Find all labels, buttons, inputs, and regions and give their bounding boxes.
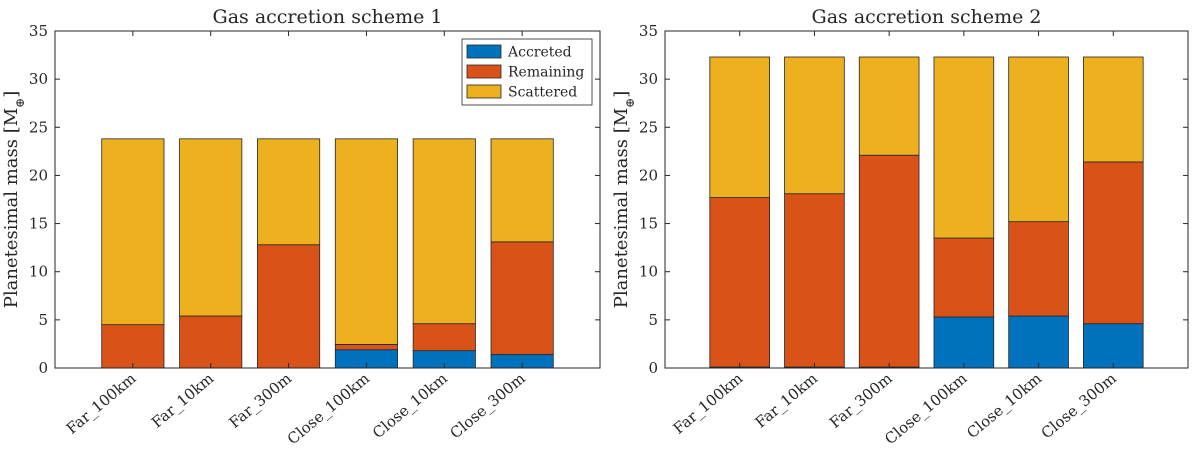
bar-remaining-close-10km [412, 323, 476, 352]
x-tick-label: Close_100km [881, 369, 970, 448]
legend-swatch-accreted [466, 44, 502, 59]
y-tick-label: 35 [639, 22, 658, 40]
y-tick-label: 20 [639, 166, 658, 184]
x-tick-label: Far_10km [752, 369, 821, 431]
y-tick-label: 25 [639, 118, 658, 136]
y-tick-label: 15 [639, 215, 658, 233]
y-tick-label: 5 [38, 311, 48, 329]
y-tick-label: 10 [639, 263, 658, 281]
x-tick-label: Close_100km [284, 369, 373, 448]
x-tick-label: Close_10km [963, 369, 1045, 442]
legend-swatch-remaining [466, 64, 502, 79]
x-tick-label: Far_300m [826, 369, 896, 432]
bar-remaining-close-300m [1083, 161, 1144, 325]
x-tick-label: Close_300m [446, 369, 528, 442]
bar-scattered-far-300m [858, 56, 920, 156]
bar-scattered-close-100km [933, 56, 995, 239]
x-tick-label: Far_10km [148, 369, 217, 431]
x-tick-label: Far_300m [225, 369, 295, 432]
bar-accreted-close-10km [1008, 315, 1069, 369]
bar-accreted-close-300m [1083, 323, 1144, 369]
bar-remaining-far-300m [858, 154, 920, 368]
y-tick-label: 35 [29, 22, 48, 40]
x-tick-label: Close_10km [369, 369, 451, 442]
chart-title: Gas accretion scheme 2 [812, 6, 1042, 28]
legend-label-remaining: Remaining [508, 65, 584, 81]
x-tick-label: Close_300m [1038, 369, 1120, 442]
y-tick-label: 5 [648, 311, 658, 329]
y-tick-label: 30 [639, 70, 658, 88]
bar-remaining-far-300m [257, 244, 321, 369]
y-tick-label: 15 [29, 215, 48, 233]
bar-scattered-far-10km [179, 138, 243, 317]
bar-scattered-far-100km [101, 138, 165, 326]
bar-remaining-close-10km [1008, 221, 1069, 317]
chart-title: Gas accretion scheme 1 [213, 6, 443, 28]
axes-box [54, 30, 601, 369]
bar-scattered-far-100km [709, 56, 771, 198]
legend-label-scattered: Scattered [508, 85, 577, 101]
axes-box [664, 30, 1189, 369]
bar-remaining-close-100km [933, 237, 995, 318]
bar-remaining-close-100km [334, 344, 398, 351]
x-tick-label: Far_100km [670, 369, 747, 437]
bar-scattered-close-300m [1083, 56, 1144, 163]
y-axis-label: Planetesimal mass [M⊕] [1, 91, 27, 309]
bar-remaining-far-10km [179, 315, 243, 369]
legend-label-accreted: Accreted [507, 45, 572, 61]
y-tick-label: 10 [29, 263, 48, 281]
bar-remaining-far-10km [784, 193, 845, 368]
bar-remaining-far-100km [709, 197, 771, 368]
bar-remaining-close-300m [490, 241, 554, 355]
y-tick-label: 30 [29, 70, 48, 88]
bar-remaining-far-100km [101, 324, 165, 369]
bar-scattered-close-100km [334, 138, 398, 345]
bar-scattered-far-300m [257, 138, 321, 246]
bar-scattered-close-300m [490, 138, 554, 243]
bar-accreted-close-100km [933, 316, 995, 369]
bar-scattered-close-10km [1008, 56, 1069, 223]
y-tick-label: 20 [29, 166, 48, 184]
y-tick-label: 0 [38, 359, 48, 377]
x-tick-label: Far_100km [63, 369, 140, 437]
y-axis-label: Planetesimal mass [M⊕] [611, 91, 637, 309]
bar-scattered-close-10km [412, 138, 476, 325]
y-tick-label: 25 [29, 118, 48, 136]
y-tick-label: 0 [648, 359, 658, 377]
bar-scattered-far-10km [784, 56, 845, 195]
legend-swatch-scattered [466, 84, 502, 99]
